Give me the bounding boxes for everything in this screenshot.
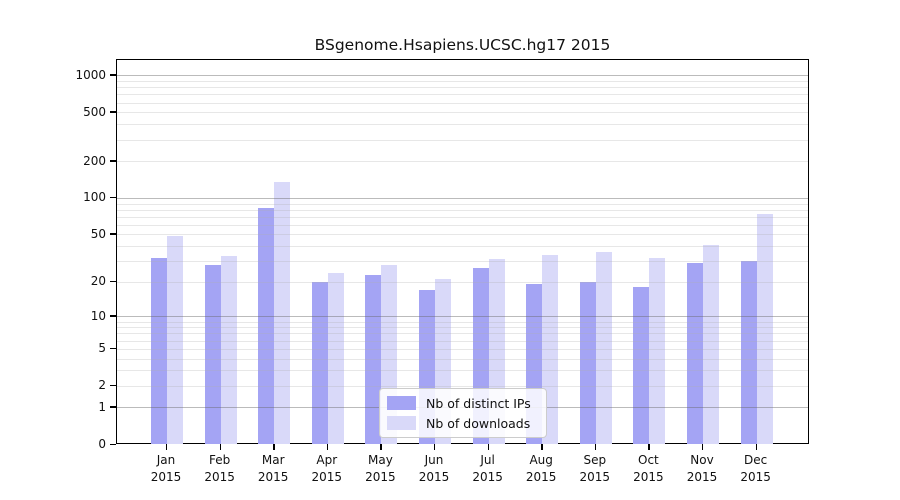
y-axis-tick-100 (110, 196, 116, 199)
x-axis-tick-may (380, 444, 382, 450)
x-axis-tick-oct (648, 444, 650, 450)
x-axis-tick-aug (541, 444, 543, 450)
x-axis-label-jun: Jun 2015 (418, 453, 450, 484)
bar-downloads-jan (167, 235, 183, 445)
y-axis-tick-1000 (110, 74, 116, 76)
y-axis-label-500: 500 (83, 104, 106, 119)
gridline-800 (117, 87, 808, 89)
y-axis-tick-2 (110, 384, 116, 387)
bar-distinct-ips-may (365, 274, 382, 445)
y-axis-label-10: 10 (90, 308, 106, 323)
bar-downloads-feb (220, 256, 237, 445)
gridline-100 (117, 197, 808, 199)
y-axis-tick-500 (110, 111, 116, 113)
bar-downloads-nov (703, 244, 719, 445)
x-axis-label-nov: Nov 2015 (686, 453, 718, 484)
gridline-1000 (117, 75, 808, 77)
legend-swatch-distinct-ips (387, 396, 416, 410)
x-axis-label-jul: Jul 2015 (472, 453, 503, 484)
gridline-400 (117, 124, 808, 126)
y-axis-label-50: 50 (90, 226, 106, 241)
legend: Nb of distinct IPs Nb of downloads (379, 388, 547, 438)
y-axis-label-200: 200 (83, 153, 106, 168)
y-axis-tick-10 (110, 315, 116, 317)
bar-distinct-ips-sep (579, 281, 596, 445)
x-axis-label-may: May 2015 (365, 453, 396, 484)
x-axis-label-dec: Dec 2015 (740, 453, 771, 484)
gridline-700 (117, 94, 808, 96)
gridline-60 (117, 224, 808, 226)
bar-downloads-mar (274, 182, 291, 445)
y-axis-label-5: 5 (98, 341, 106, 356)
y-axis-label-1: 1 (98, 399, 106, 414)
gridline-80 (117, 209, 808, 211)
y-axis-tick-50 (110, 233, 116, 235)
y-axis-tick-200 (110, 160, 116, 162)
bar-distinct-ips-feb (204, 264, 221, 445)
chart-title: BSgenome.Hsapiens.UCSC.hg17 2015 (314, 36, 611, 54)
y-axis-tick-20 (110, 280, 116, 283)
x-axis-tick-dec (755, 444, 757, 450)
x-axis-tick-apr (326, 444, 329, 450)
bar-downloads-dec (756, 213, 773, 445)
bar-distinct-ips-oct (633, 287, 650, 445)
x-axis-tick-feb (219, 444, 221, 450)
legend-item-distinct-ips: Nb of distinct IPs (387, 394, 538, 412)
bar-distinct-ips-apr (311, 281, 328, 445)
bar-distinct-ips-mar (258, 208, 275, 445)
y-axis-label-20: 20 (90, 274, 106, 289)
x-axis-label-aug: Aug 2015 (525, 453, 557, 484)
y-axis-tick-5 (110, 347, 116, 350)
y-axis-label-1000: 1000 (75, 67, 106, 82)
y-axis-tick-0 (110, 443, 116, 445)
gridline-600 (117, 102, 808, 104)
plot-area: Nb of distinct IPs Nb of downloads (116, 59, 809, 445)
x-axis-label-oct: Oct 2015 (633, 453, 664, 484)
bar-distinct-ips-nov (687, 262, 703, 445)
x-axis-label-jan: Jan 2015 (150, 453, 182, 484)
legend-item-downloads: Nb of downloads (387, 414, 538, 432)
gridline-50 (117, 234, 808, 236)
x-axis-tick-jun (434, 444, 436, 450)
x-axis-tick-nov (702, 444, 704, 450)
bar-downloads-sep (595, 251, 612, 445)
y-axis-label-2: 2 (98, 378, 106, 393)
y-axis-tick-1 (110, 406, 116, 408)
legend-label-distinct-ips: Nb of distinct IPs (426, 395, 531, 411)
legend-swatch-downloads (387, 416, 416, 430)
bar-distinct-ips-jan (151, 257, 167, 445)
gridline-200 (117, 161, 808, 163)
y-axis-label-0: 0 (98, 437, 106, 451)
x-axis-tick-sep (594, 444, 597, 450)
gridline-300 (117, 139, 808, 141)
gridline-900 (117, 81, 808, 83)
bar-downloads-apr (327, 272, 344, 445)
bar-downloads-oct (649, 257, 666, 445)
bar-distinct-ips-dec (740, 261, 757, 445)
x-axis-label-sep: Sep 2015 (579, 453, 611, 484)
gridline-70 (117, 216, 808, 218)
x-axis-tick-jan (166, 444, 168, 450)
legend-label-downloads: Nb of downloads (426, 415, 531, 431)
x-axis-label-mar: Mar 2015 (257, 453, 289, 484)
gridline-500 (117, 112, 808, 114)
y-axis-label-100: 100 (83, 190, 106, 205)
x-axis-tick-mar (273, 444, 275, 450)
x-axis-tick-jul (487, 444, 489, 450)
x-axis-label-feb: Feb 2015 (204, 453, 235, 484)
x-axis-label-apr: Apr 2015 (311, 453, 343, 484)
gridline-90 (117, 203, 808, 205)
